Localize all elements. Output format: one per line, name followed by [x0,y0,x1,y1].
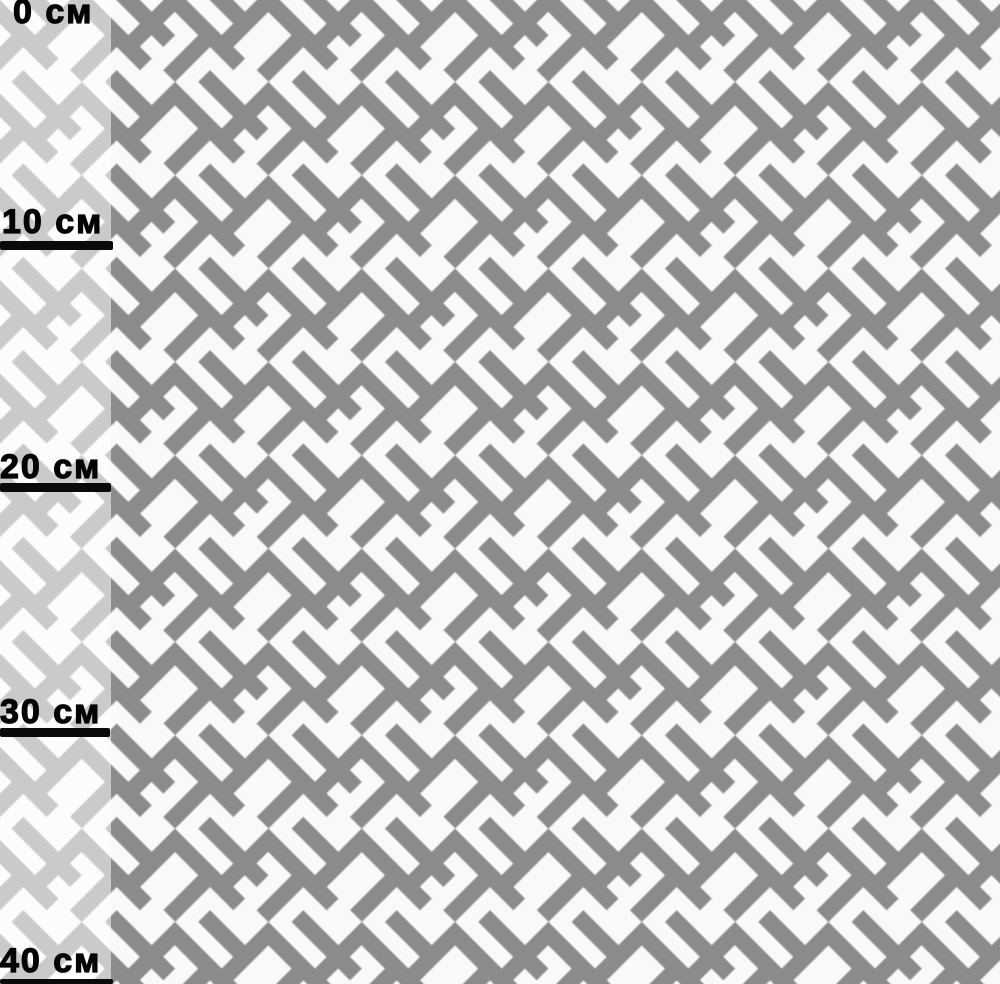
ruler-mark-line [0,241,113,250]
ruler-mark-label: 20 см [0,448,102,486]
ruler-mark-label: 40 см [0,942,102,980]
ruler-mark-line [0,483,111,492]
ruler-mark-label: 0 см [12,0,94,31]
ruler-mark-label: 10 см [1,203,104,241]
ruler-mark-line [0,728,110,737]
ruler-mark-line [0,979,113,984]
ruler-mark-label: 30 см [0,693,102,731]
